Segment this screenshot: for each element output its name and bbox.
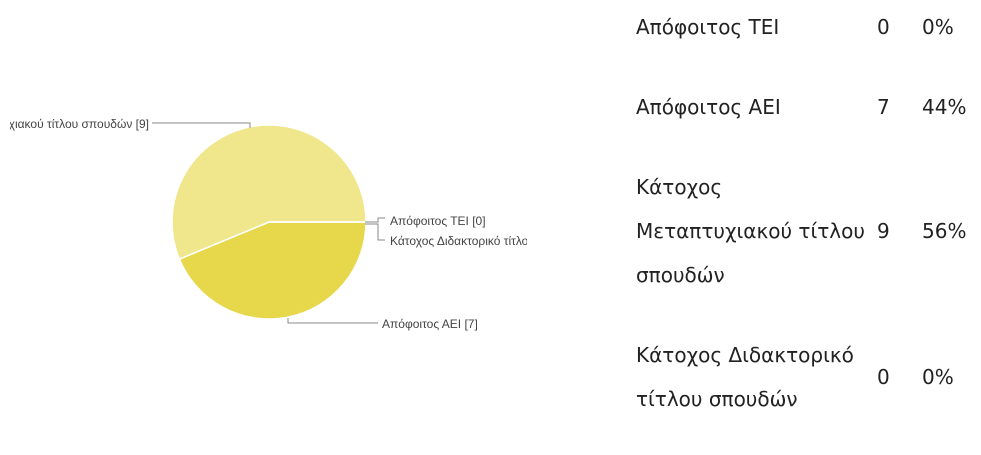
percent: 56% — [922, 219, 967, 243]
leader-line — [152, 122, 251, 128]
pie-label: Κάτοχος Διδακτορικό τίτλου σπουδών [0] — [390, 234, 560, 248]
category-name: Κάτοχος Διδακτορικό τίτλου σπουδών — [636, 343, 854, 411]
percent: 0% — [922, 15, 954, 39]
count: 9 — [877, 219, 890, 243]
category-name: Απόφοιτος ΑΕΙ — [636, 95, 781, 119]
pie-label: Κάτοχος Μεταπτυχιακού τίτλου σπουδών [9] — [0, 117, 149, 131]
leader-line — [287, 318, 378, 324]
count: 0 — [877, 15, 890, 39]
leader-line — [365, 223, 385, 241]
table-row: Κάτοχος Μεταπτυχιακού τίτλου σπουδών 9 56% — [636, 165, 966, 297]
category-name: Κάτοχος Μεταπτυχιακού τίτλου σπουδών — [636, 175, 865, 287]
percent: 44% — [922, 95, 967, 119]
pie-label: Απόφοιτος ΤΕΙ [0] — [390, 214, 486, 228]
table-row: Κάτοχος Διδακτορικό τίτλου σπουδών 0 0% — [636, 333, 966, 421]
summary-table: Απόφοιτος ΤΕΙ 0 0% Απόφοιτος ΑΕΙ 7 44% Κάτοχος… — [636, 5, 966, 421]
category-name: Απόφοιτος ΤΕΙ — [636, 15, 780, 39]
pie-label: Απόφοιτος ΑΕΙ [7] — [382, 317, 478, 331]
pie-chart: Απόφοιτος ΤΕΙ [0] Απόφοιτος ΑΕΙ [7] Κάτοχο… — [0, 117, 560, 331]
percent: 0% — [922, 365, 954, 389]
count: 7 — [877, 95, 890, 119]
count: 0 — [877, 365, 890, 389]
table-row: Απόφοιτος ΑΕΙ 7 44% — [636, 85, 966, 129]
pie-slice — [178, 221, 367, 320]
table-row: Απόφοιτος ΤΕΙ 0 0% — [636, 5, 966, 49]
leader-line — [365, 217, 385, 223]
